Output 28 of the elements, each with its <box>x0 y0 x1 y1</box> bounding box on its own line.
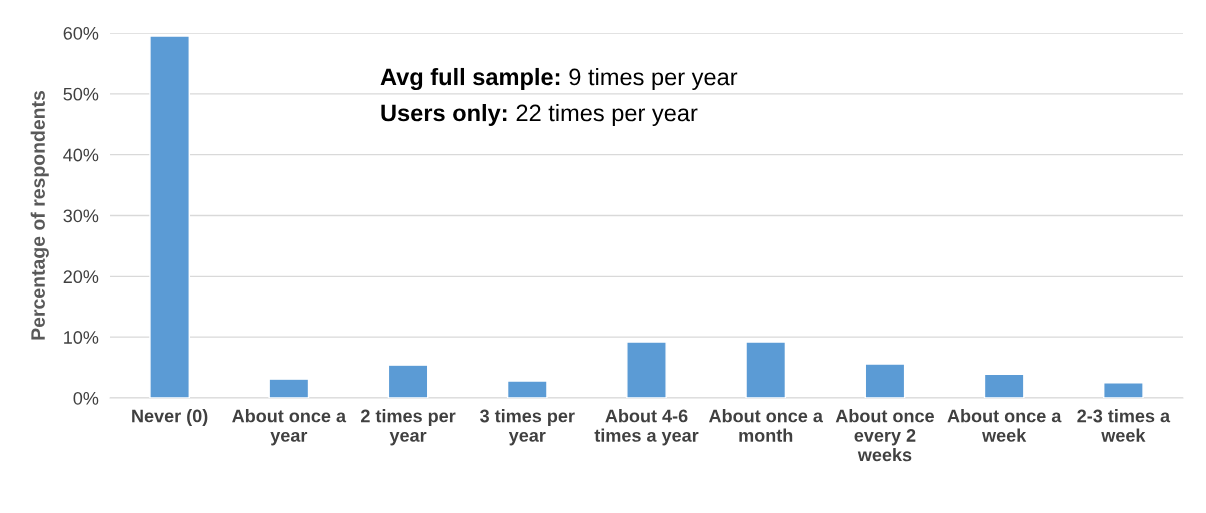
y-tick-label: 30% <box>63 209 99 223</box>
y-tick-label: 20% <box>63 270 99 284</box>
x-tick-label: About once a week <box>947 409 1062 442</box>
bar <box>983 373 1025 398</box>
x-tick-label: Never (0) <box>132 409 208 426</box>
x-tick-label: 2-3 times a week <box>1077 409 1171 442</box>
x-tick-label: 3 times per year <box>480 409 575 446</box>
bar <box>149 35 190 398</box>
bar <box>506 380 548 398</box>
y-tick-label: 50% <box>63 87 99 101</box>
y-axis-title: Percentage of respondents <box>30 90 49 340</box>
y-tick-label: 60% <box>63 26 99 40</box>
x-tick-label: About once a month <box>709 409 824 442</box>
y-tick-label: 40% <box>63 148 99 162</box>
x-tick-label: About once every 2 weeks <box>835 409 934 462</box>
x-tick-label: About 4-6 times a year <box>594 409 699 446</box>
x-tick-label: 2 times per year <box>361 409 456 446</box>
bar <box>387 364 429 398</box>
y-tick-label: 0% <box>73 391 99 405</box>
bar <box>626 341 667 398</box>
bar <box>864 363 906 398</box>
bar <box>268 378 310 398</box>
x-tick-label: About once a year <box>232 409 347 446</box>
bar <box>745 341 787 398</box>
bar <box>1103 382 1144 398</box>
annotation: Avg full sample: 9 times per year <box>380 67 738 91</box>
annotation: Users only: 22 times per year <box>381 104 698 127</box>
y-tick-label: 10% <box>64 331 99 344</box>
